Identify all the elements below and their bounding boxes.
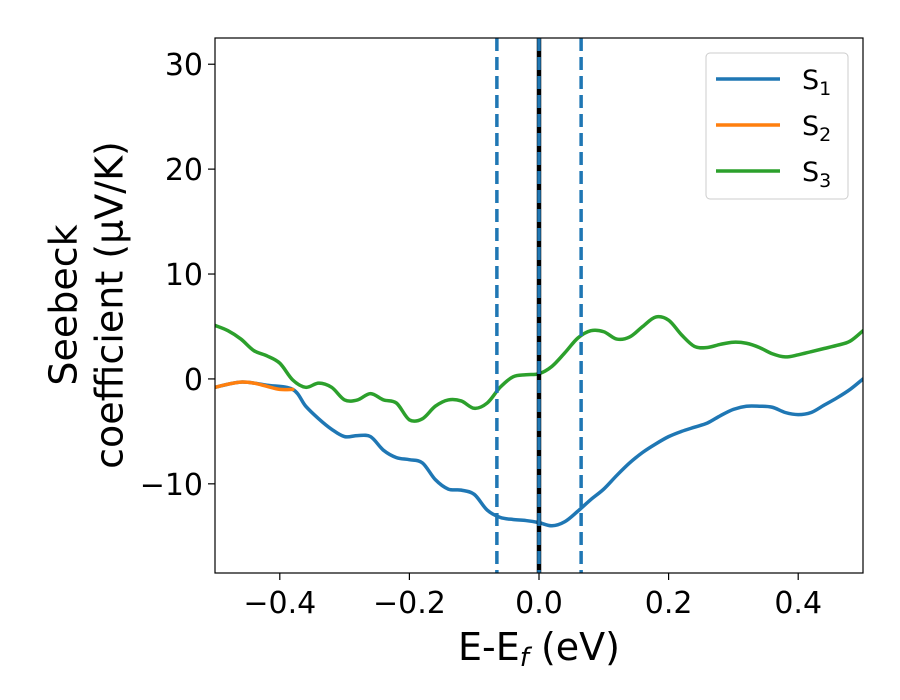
y-tick-label: 0: [184, 363, 203, 398]
y-axis-label-line2: coefficient (μV/K): [88, 141, 132, 469]
legend: S1 S2 S3: [705, 52, 849, 200]
legend-label-s1: S1: [802, 65, 831, 100]
vertical-reference-lines: [495, 38, 583, 573]
x-tick-label: 0.0: [515, 586, 563, 621]
legend-items: S1 S2 S3: [716, 65, 831, 192]
x-tick-label: 0.2: [645, 586, 693, 621]
x-axis-ticks: −0.4 −0.2 0.0 0.2 0.4: [243, 573, 822, 621]
x-tick-label: −0.4: [243, 586, 316, 621]
x-tick-label: −0.2: [373, 586, 446, 621]
y-tick-label: 30: [165, 48, 203, 83]
x-tick-label: 0.4: [774, 586, 822, 621]
y-axis-ticks: −10 0 10 20 30: [140, 48, 215, 503]
y-tick-label: −10: [140, 468, 203, 503]
y-axis-label: Seebeck coefficient (μV/K): [42, 141, 132, 469]
y-tick-label: 10: [165, 258, 203, 293]
legend-label-s2: S2: [802, 111, 831, 146]
legend-label-s3: S3: [802, 157, 831, 192]
y-tick-label: 20: [165, 153, 203, 188]
series-line-s2: [215, 380, 295, 392]
series-line-s1: [215, 377, 863, 528]
y-axis-label-line1: Seebeck: [42, 224, 86, 385]
x-axis-label: E-Ef (eV): [458, 625, 620, 673]
